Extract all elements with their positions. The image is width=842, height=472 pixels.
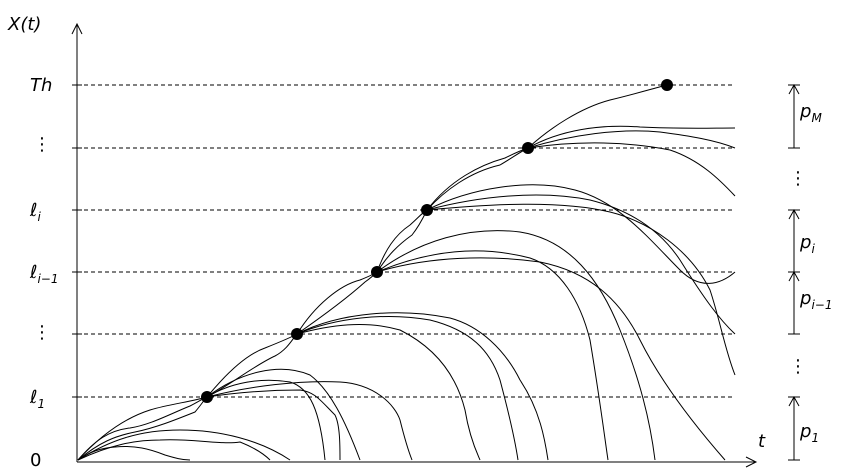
- sample-path: [296, 324, 481, 461]
- bracket-pi-1-label-sub: i−1: [811, 298, 832, 312]
- level-label-th: Th: [30, 75, 52, 96]
- sample-path: [206, 333, 298, 398]
- bracket-pm-label: pM: [799, 101, 822, 125]
- level-label-dots-lower: ⋮: [33, 322, 51, 343]
- split-nodes: [201, 79, 673, 403]
- sample-path: [77, 396, 208, 461]
- split-node-li-1: [371, 266, 383, 278]
- bracket-pi-1-label: pi−1: [799, 288, 832, 312]
- split-node-li: [421, 204, 433, 216]
- level-label-l1: ℓ1: [29, 387, 45, 411]
- bracket-pi-label-sub: i: [811, 242, 815, 256]
- bracket-dots-upper: ⋮: [789, 168, 807, 189]
- bracket-pm-label-base: p: [799, 101, 811, 122]
- bracket-pi-label: pi: [799, 232, 815, 256]
- sample-path: [206, 368, 361, 461]
- level-label-l1-sub: 1: [37, 397, 45, 411]
- sample-path: [426, 194, 736, 335]
- bracket-p1-label-base: p: [799, 421, 811, 442]
- level-label-li-1-sub: i−1: [37, 272, 58, 286]
- bracket-pm-arrow-icon: [788, 83, 800, 95]
- split-node-th: [661, 79, 673, 91]
- bracket-p1-arrow-icon: [788, 395, 800, 407]
- y-axis-label: X(t): [7, 14, 41, 35]
- y-axis-arrow-icon: [71, 22, 83, 35]
- x-axis-label: t: [758, 431, 766, 452]
- bracket-pi-label-base: p: [799, 232, 811, 253]
- bracket-pi: pi: [788, 208, 815, 272]
- bracket-pi-arrow-icon: [788, 208, 800, 220]
- sample-path: [206, 389, 341, 461]
- sample-path: [206, 333, 298, 398]
- sample-path: [527, 142, 736, 197]
- sample-path: [527, 130, 736, 149]
- sample-path: [527, 84, 668, 149]
- level-label-l1-base: ℓ: [29, 387, 37, 408]
- sample-path: [426, 147, 529, 211]
- bracket-pi-1: pi−1: [788, 270, 832, 335]
- sample-path: [206, 379, 326, 461]
- sample-path: [77, 439, 271, 461]
- level-label-0: 0: [30, 450, 41, 471]
- sample-path: [77, 446, 191, 461]
- bracket-pm: pM: [788, 83, 822, 149]
- bracket-dots-lower-base: ⋮: [789, 356, 807, 377]
- sample-path: [376, 257, 726, 461]
- probability-brackets: p1 ⋮ pi−1 pi ⋮: [788, 83, 832, 461]
- split-node-dots-upper: [522, 142, 534, 154]
- level-label-li-1-base: ℓ: [29, 262, 37, 283]
- bracket-pm-label-sub: M: [811, 111, 822, 125]
- level-lines: [77, 84, 735, 398]
- bracket-dots-upper-base: ⋮: [789, 168, 807, 189]
- level-labels: 0 ℓ1 ⋮ ℓi−1 ℓi ⋮ Th: [29, 75, 58, 471]
- axes: [71, 22, 758, 468]
- level-label-dots-upper-base: ⋮: [33, 134, 51, 155]
- level-label-li: ℓi: [29, 200, 41, 224]
- bracket-pi-1-label-base: p: [799, 288, 811, 309]
- level-label-0-base: 0: [30, 450, 41, 471]
- sample-paths: [77, 84, 736, 461]
- sample-path: [527, 125, 736, 149]
- sample-path: [376, 250, 609, 461]
- sample-path: [296, 312, 549, 461]
- bracket-dots-lower: ⋮: [789, 356, 807, 377]
- level-label-li-1: ℓi−1: [29, 262, 58, 286]
- y-ticks: [72, 84, 82, 398]
- level-label-li-base: ℓ: [29, 200, 37, 221]
- sample-path: [426, 203, 736, 376]
- level-label-dots-lower-base: ⋮: [33, 322, 51, 343]
- sample-path: [206, 381, 413, 461]
- sample-path: [376, 230, 656, 461]
- sample-path: [426, 147, 529, 211]
- bracket-p1-label: p1: [799, 421, 819, 445]
- x-axis-arrow-icon: [745, 456, 758, 468]
- level-label-dots-upper: ⋮: [33, 134, 51, 155]
- sample-path: [77, 429, 291, 461]
- bracket-p1: p1: [788, 395, 819, 461]
- sample-path: [426, 184, 736, 284]
- bracket-p1-label-sub: 1: [811, 431, 819, 445]
- sample-path: [296, 316, 519, 461]
- split-node-dots-lower: [291, 328, 303, 340]
- level-label-th-base: Th: [30, 75, 52, 96]
- sample-path: [77, 396, 208, 461]
- split-node-l1: [201, 391, 213, 403]
- level-label-li-sub: i: [37, 210, 41, 224]
